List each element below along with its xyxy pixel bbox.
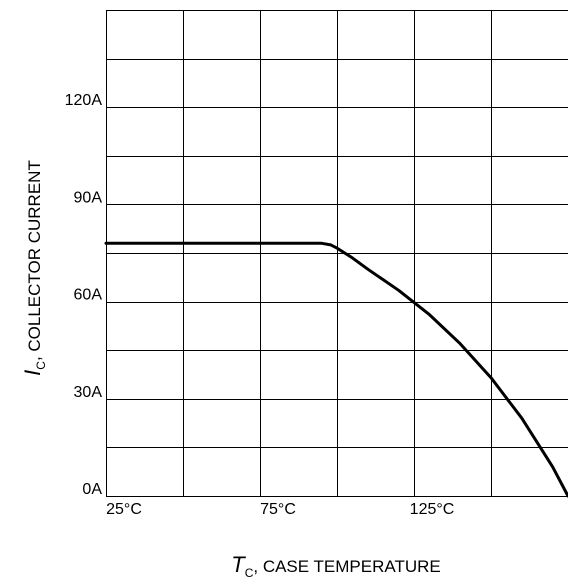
- x-axis-subscript: C: [245, 566, 254, 580]
- y-tick-label: 90A: [74, 189, 103, 206]
- grid: [106, 10, 568, 497]
- y-axis-title: IC, COLLECTOR CURRENT: [20, 160, 48, 376]
- x-tick-labels: 25°C 75°C 125°C: [106, 501, 454, 518]
- y-axis-subscript: C: [34, 361, 48, 370]
- y-tick-label: 30A: [74, 384, 103, 401]
- series-line-0: [104, 241, 568, 498]
- y-tick-label: 120A: [65, 92, 103, 109]
- x-axis-symbol: T: [231, 552, 246, 577]
- y-tick-labels: 0A 30A 60A 90A 120A: [65, 92, 103, 498]
- y-tick-label: 60A: [74, 287, 103, 304]
- x-tick-label: 75°C: [260, 501, 296, 518]
- series-curve-group: [104, 241, 568, 498]
- x-axis-label-text: , CASE TEMPERATURE: [253, 557, 440, 576]
- x-tick-label: 25°C: [106, 501, 142, 518]
- y-axis-label-text: , COLLECTOR CURRENT: [25, 160, 44, 361]
- x-axis-title: TC, CASE TEMPERATURE: [231, 552, 440, 580]
- y-tick-label: 0A: [82, 481, 102, 498]
- y-axis-symbol: I: [20, 370, 45, 376]
- x-tick-label: 125°C: [410, 501, 455, 518]
